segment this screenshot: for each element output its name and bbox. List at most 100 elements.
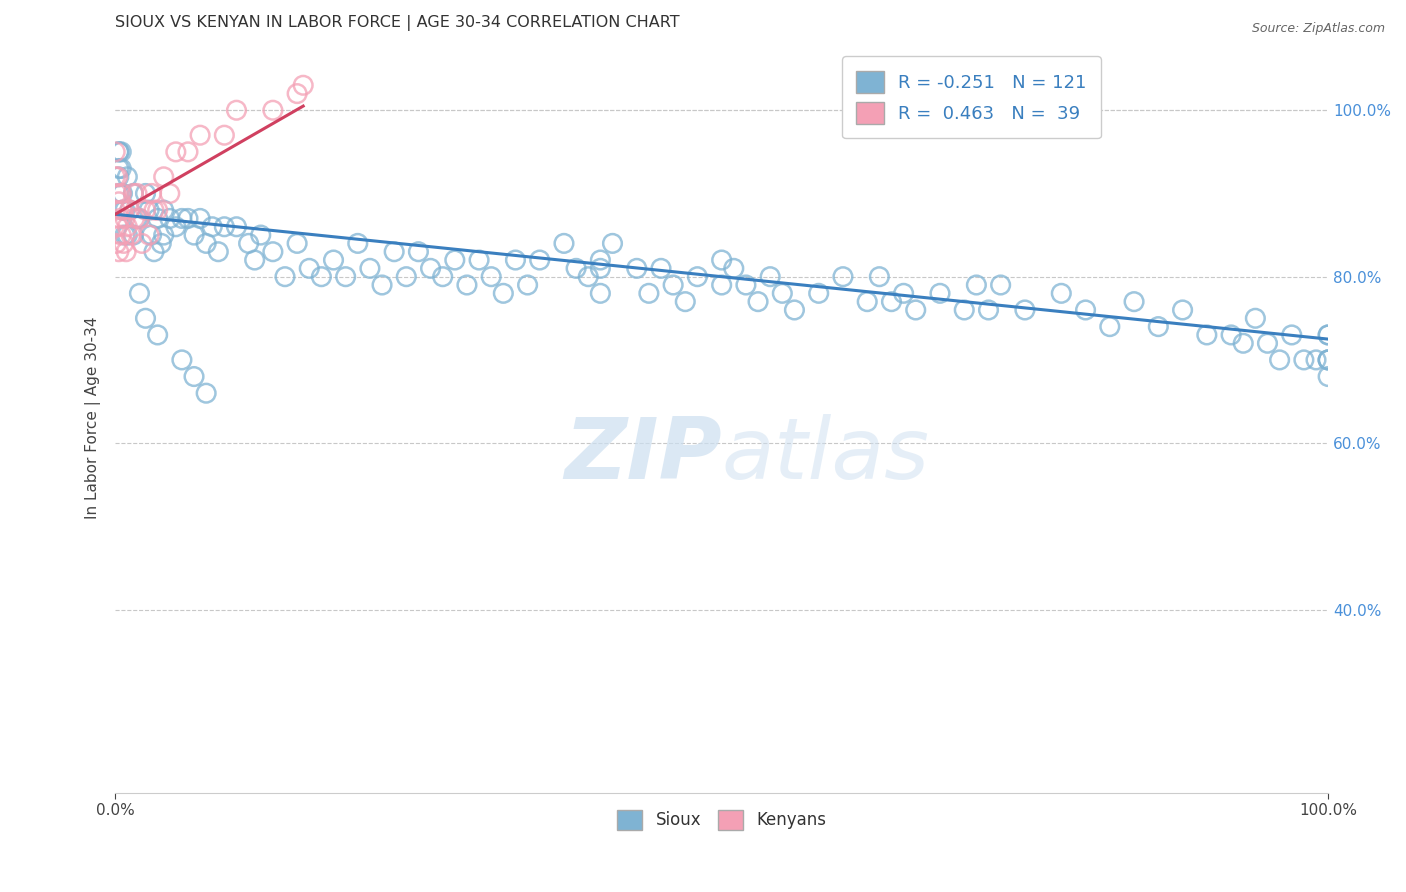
Point: [152, 169, 174, 184]
Point: [152, 203, 174, 218]
Point: [120, 228, 142, 243]
Point: [710, 278, 733, 293]
Point: [214, 128, 236, 143]
Point: [105, 236, 128, 251]
Point: [262, 244, 284, 259]
Point: [125, 186, 148, 201]
Point: [146, 203, 169, 218]
Point: [589, 261, 612, 276]
Point: [110, 228, 132, 243]
Point: [134, 311, 156, 326]
Point: [128, 286, 150, 301]
Point: [408, 244, 430, 259]
Point: [516, 278, 538, 293]
Point: [117, 219, 139, 234]
Point: [105, 186, 128, 201]
Point: [108, 211, 131, 226]
Point: [1244, 311, 1267, 326]
Point: [238, 236, 260, 251]
Point: [159, 186, 181, 201]
Y-axis label: In Labor Force | Age 30-34: In Labor Force | Age 30-34: [86, 317, 101, 519]
Point: [104, 145, 127, 159]
Point: [110, 186, 132, 201]
Point: [1317, 369, 1340, 384]
Point: [104, 169, 127, 184]
Point: [138, 203, 160, 218]
Point: [195, 386, 218, 401]
Point: [292, 78, 315, 93]
Point: [893, 286, 915, 301]
Point: [965, 278, 987, 293]
Point: [346, 236, 368, 251]
Point: [565, 261, 588, 276]
Point: [1317, 352, 1340, 367]
Point: [904, 303, 927, 318]
Point: [456, 278, 478, 293]
Point: [419, 261, 441, 276]
Point: [243, 253, 266, 268]
Point: [165, 219, 187, 234]
Point: [1195, 327, 1218, 342]
Point: [747, 294, 769, 309]
Point: [686, 269, 709, 284]
Point: [589, 286, 612, 301]
Point: [1050, 286, 1073, 301]
Point: [177, 211, 200, 226]
Point: [188, 128, 211, 143]
Point: [107, 169, 129, 184]
Point: [929, 286, 952, 301]
Point: [977, 303, 1000, 318]
Point: [322, 253, 344, 268]
Point: [146, 211, 169, 226]
Point: [1317, 327, 1340, 342]
Point: [759, 269, 782, 284]
Point: [159, 211, 181, 226]
Point: [723, 261, 745, 276]
Point: [183, 228, 205, 243]
Point: [602, 236, 624, 251]
Point: [114, 211, 136, 226]
Point: [207, 244, 229, 259]
Point: [1281, 327, 1303, 342]
Point: [1317, 352, 1340, 367]
Point: [177, 145, 200, 159]
Point: [443, 253, 465, 268]
Point: [1232, 336, 1254, 351]
Point: [110, 145, 132, 159]
Text: atlas: atlas: [721, 414, 929, 497]
Point: [108, 194, 131, 209]
Point: [638, 286, 661, 301]
Point: [1098, 319, 1121, 334]
Point: [479, 269, 502, 284]
Point: [141, 186, 163, 201]
Point: [110, 161, 132, 176]
Point: [1305, 352, 1327, 367]
Point: [880, 294, 903, 309]
Point: [395, 269, 418, 284]
Point: [650, 261, 672, 276]
Point: [1171, 303, 1194, 318]
Point: [626, 261, 648, 276]
Point: [285, 87, 308, 101]
Point: [128, 211, 150, 226]
Point: [576, 269, 599, 284]
Point: [112, 236, 135, 251]
Point: [1074, 303, 1097, 318]
Point: [359, 261, 381, 276]
Point: [111, 203, 134, 218]
Point: [134, 186, 156, 201]
Point: [807, 286, 830, 301]
Point: [214, 219, 236, 234]
Point: [125, 211, 148, 226]
Point: [195, 236, 218, 251]
Point: [110, 186, 132, 201]
Point: [1317, 352, 1340, 367]
Point: [124, 211, 146, 226]
Point: [1317, 327, 1340, 342]
Point: [108, 145, 131, 159]
Point: [1014, 303, 1036, 318]
Point: [673, 294, 696, 309]
Point: [188, 211, 211, 226]
Point: [108, 145, 131, 159]
Point: [311, 269, 333, 284]
